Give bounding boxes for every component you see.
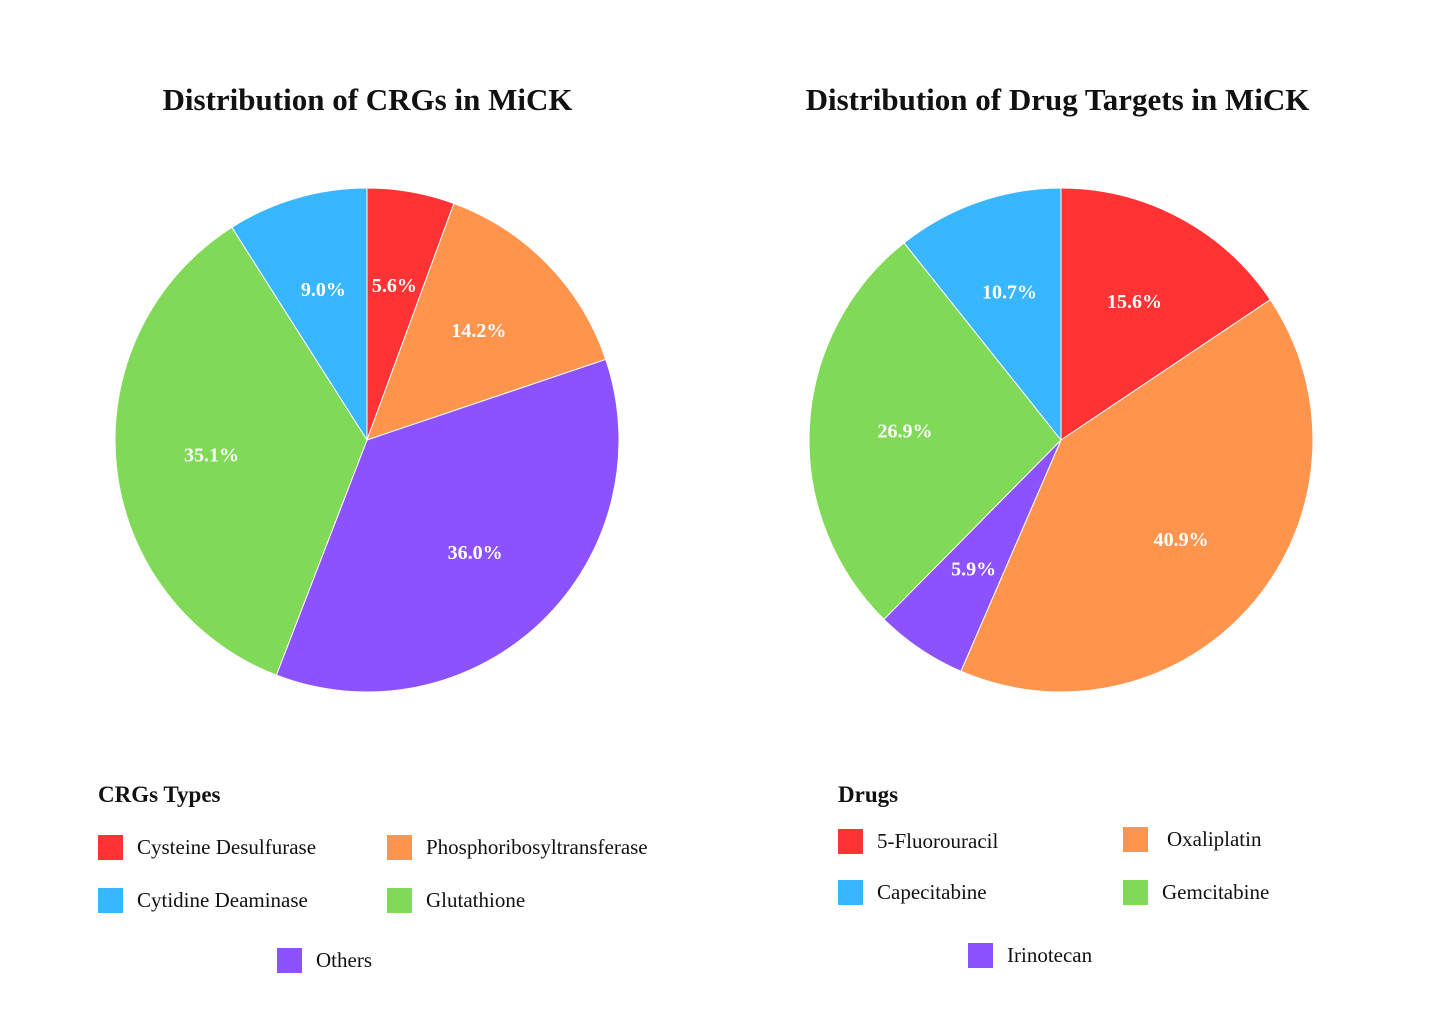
drugs-slice-oxaliplatin <box>960 298 1314 693</box>
legend-swatch <box>387 835 412 860</box>
crgs-slice-glutathione <box>114 226 368 676</box>
legend-item-glutathione: Glutathione <box>387 888 525 913</box>
legend-item-cytidine-deaminase: Cytidine Deaminase <box>98 888 308 913</box>
legend-label: Gemcitabine <box>1162 880 1270 904</box>
crgs-chart-title: Distribution of CRGs in MiCK <box>162 82 573 117</box>
drugs-slice-label-capecitabine: 10.7% <box>982 282 1037 304</box>
drugs-legend-title: Drugs <box>838 782 899 807</box>
legend-label: Cysteine Desulfurase <box>137 835 317 859</box>
drugs-slice-label-gemcitabine: 26.9% <box>878 421 933 443</box>
drugs-slice-label-5-fluorouracil: 15.6% <box>1107 291 1162 313</box>
crgs-pie-chart: 5.6% 14.2% 36.0% 35.1% 9.0% <box>114 187 620 693</box>
drugs-pie-chart: 15.6% 40.9% 5.9% 26.9% 10.7% <box>808 187 1314 693</box>
legend-label: Capecitabine <box>877 880 987 904</box>
drugs-slice-label-oxaliplatin: 40.9% <box>1154 529 1209 551</box>
drugs-slice-5-fluorouracil <box>1060 187 1272 441</box>
legend-item-gemcitabine: Gemcitabine <box>1123 880 1269 905</box>
crgs-slice-others <box>275 358 620 693</box>
legend-item-irinotecan: Irinotecan <box>968 943 1092 968</box>
legend-item-cysteine-desulfurase: Cysteine Desulfurase <box>98 835 316 860</box>
legend-label: Glutathione <box>426 888 526 912</box>
legend-label: Others <box>316 948 372 972</box>
legend-swatch <box>98 888 123 913</box>
legend-item-capecitabine: Capecitabine <box>838 880 987 905</box>
drugs-slice-label-irinotecan: 5.9% <box>951 559 996 581</box>
legend-swatch <box>968 943 993 968</box>
legend-label: Oxaliplatin <box>1167 827 1262 851</box>
crgs-legend-title: CRGs Types <box>98 782 221 807</box>
crgs-slice-label-others: 36.0% <box>448 542 503 564</box>
legend-swatch <box>1123 880 1148 905</box>
legend-item-oxaliplatin: Oxaliplatin <box>1123 827 1261 852</box>
legend-swatch <box>838 829 863 854</box>
legend-item-phosphoribosyltransferase: Phosphoribosyltransferase <box>387 835 648 860</box>
crgs-slice-label-phosphoribosyltransferase: 14.2% <box>451 320 506 342</box>
crgs-slice-phosphoribosyltransferase <box>366 202 607 441</box>
legend-item-others: Others <box>277 948 372 973</box>
legend-label: Cytidine Deaminase <box>137 888 308 912</box>
crgs-slice-label-cytidine-deaminase: 9.0% <box>301 279 346 301</box>
crgs-slice-label-glutathione: 35.1% <box>184 445 239 467</box>
legend-swatch <box>277 948 302 973</box>
crgs-slice-label-cysteine-desulfurase: 5.6% <box>372 275 417 297</box>
legend-label: Irinotecan <box>1007 943 1093 967</box>
drugs-slice-gemcitabine <box>808 242 1062 621</box>
legend-swatch <box>98 835 123 860</box>
drugs-chart-title: Distribution of Drug Targets in MiCK <box>805 82 1310 117</box>
legend-label: Phosphoribosyltransferase <box>426 835 648 859</box>
legend-swatch <box>387 888 412 913</box>
legend-label: 5-Fluorouracil <box>877 829 999 853</box>
crgs-slice-cytidine-deaminase <box>231 187 368 442</box>
legend-item-5-fluorouracil: 5-Fluorouracil <box>838 829 998 854</box>
legend-swatch <box>1123 827 1148 852</box>
legend-swatch <box>838 880 863 905</box>
drugs-slice-capecitabine <box>903 187 1062 442</box>
